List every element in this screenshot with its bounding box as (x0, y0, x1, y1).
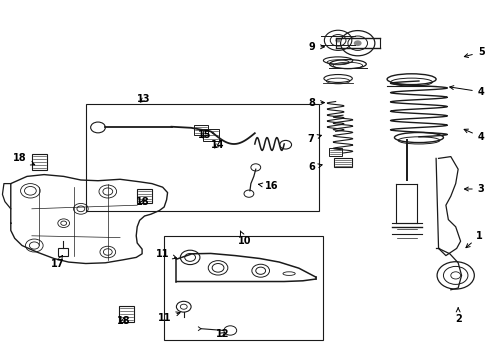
Text: 3: 3 (465, 184, 485, 194)
Bar (203, 129, 219, 141)
Text: 9: 9 (309, 42, 324, 52)
Text: 11: 11 (158, 312, 180, 323)
Bar (334, 158, 352, 167)
Text: 17: 17 (51, 256, 65, 269)
Circle shape (354, 40, 362, 46)
Bar (329, 148, 342, 156)
Bar (32, 154, 47, 170)
Bar (137, 189, 152, 203)
Text: 8: 8 (309, 98, 324, 108)
Text: 14: 14 (211, 140, 225, 150)
Bar (86, 104, 318, 211)
Text: 13: 13 (137, 94, 151, 104)
Bar (164, 236, 323, 340)
Bar (194, 125, 208, 135)
Text: 18: 18 (136, 197, 149, 207)
Text: 2: 2 (455, 308, 462, 324)
Text: 10: 10 (238, 231, 252, 246)
Text: 4: 4 (464, 129, 485, 142)
Text: 4: 4 (450, 86, 485, 97)
Text: 18: 18 (117, 316, 130, 326)
Bar (58, 248, 68, 256)
Text: 5: 5 (465, 47, 485, 58)
Text: 6: 6 (309, 162, 322, 172)
Text: 12: 12 (216, 329, 229, 339)
Text: 16: 16 (259, 181, 278, 192)
Circle shape (335, 38, 341, 42)
Bar (119, 306, 134, 322)
Text: 7: 7 (308, 134, 321, 144)
Text: 1: 1 (466, 231, 483, 248)
Text: 11: 11 (155, 249, 176, 259)
Text: 15: 15 (198, 130, 212, 140)
Text: 18: 18 (13, 153, 35, 165)
